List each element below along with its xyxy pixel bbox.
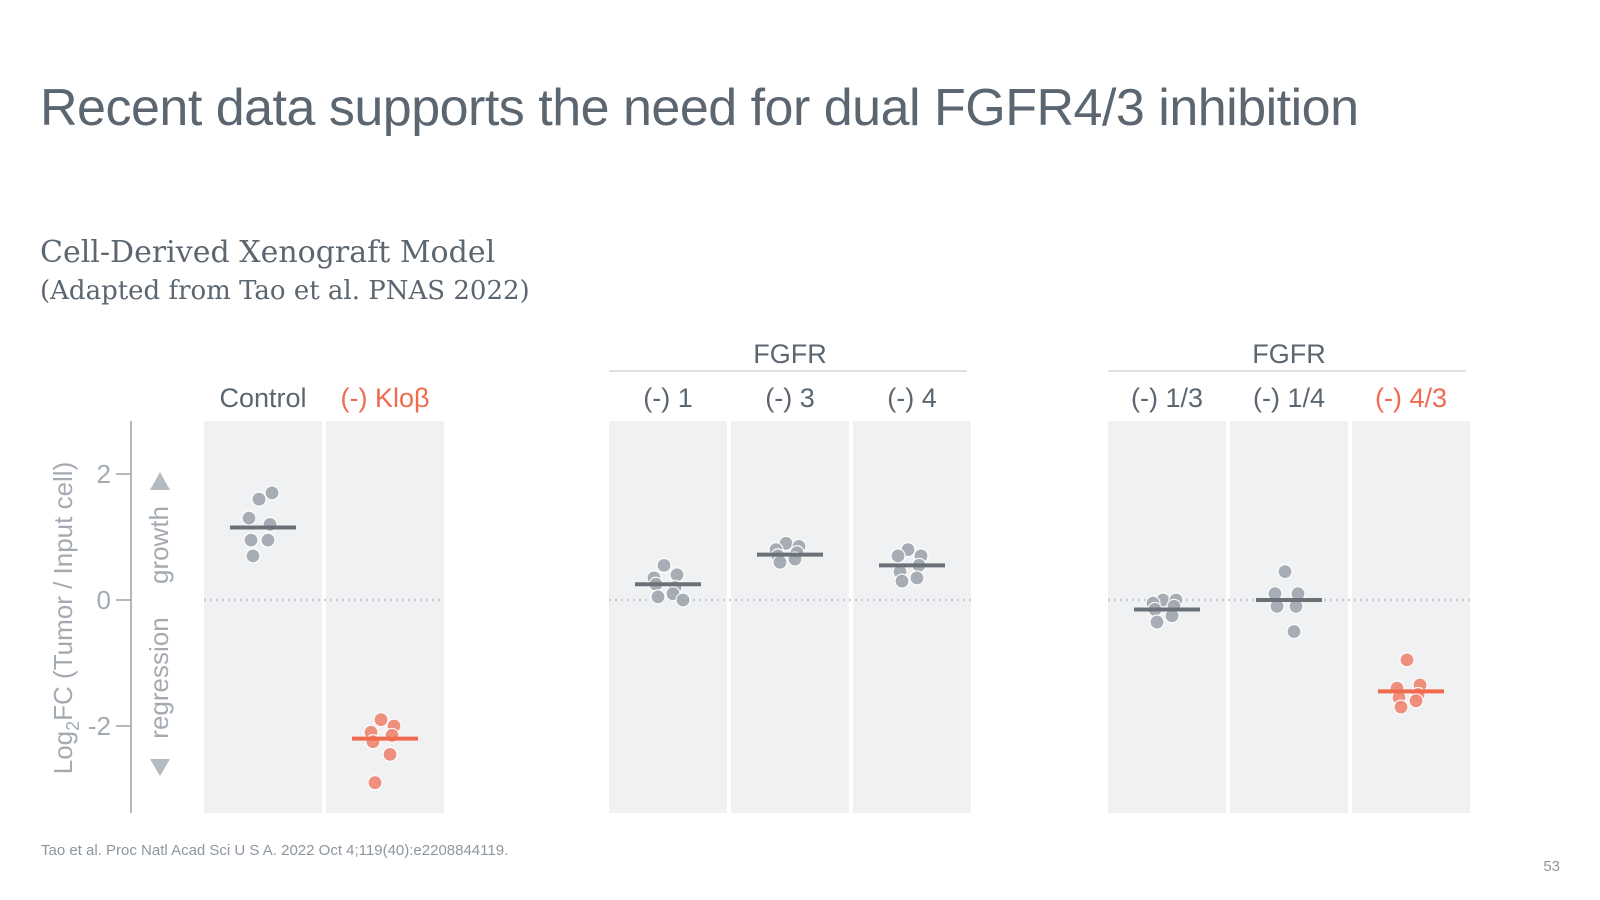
condition-panel (609, 421, 727, 813)
data-point (650, 589, 666, 605)
data-point (1149, 614, 1165, 630)
data-point (260, 532, 276, 548)
y-axis-title-part: FC (Tumor / Input cell) (48, 462, 78, 721)
y-axis-title-subscript: 2 (63, 721, 83, 731)
data-point (251, 491, 267, 507)
data-point (373, 712, 389, 728)
data-point (367, 775, 383, 791)
data-point (243, 532, 259, 548)
condition-label: (-) 1/3 (1131, 383, 1203, 413)
arrow-up-icon (150, 472, 170, 490)
page-number: 53 (1543, 858, 1560, 875)
data-point (890, 548, 906, 564)
y-tick-label: 2 (97, 459, 111, 489)
condition-label: (-) Kloβ (340, 383, 429, 413)
group-header-label: FGFR (753, 339, 827, 369)
arrow-down-icon (150, 759, 170, 776)
data-point (1399, 652, 1415, 668)
condition-panel (1352, 421, 1470, 813)
growth-label: growth (144, 506, 174, 584)
condition-panel (326, 421, 444, 813)
data-point (241, 510, 257, 526)
group-header-label: FGFR (1252, 339, 1326, 369)
condition-label: (-) 4/3 (1375, 383, 1447, 413)
data-point (1393, 699, 1409, 715)
data-point (245, 548, 261, 564)
data-point (669, 567, 685, 583)
citation-footnote: Tao et al. Proc Natl Acad Sci U S A. 202… (41, 842, 509, 859)
condition-label: (-) 1/4 (1253, 383, 1325, 413)
y-axis-title: Log2FC (Tumor / Input cell) (48, 462, 83, 775)
regression-label: regression (144, 617, 174, 738)
data-point (656, 557, 672, 573)
data-point (264, 485, 280, 501)
condition-label: Control (219, 383, 306, 413)
data-point (1277, 564, 1293, 580)
y-tick-label: -2 (88, 711, 111, 741)
data-point (382, 746, 398, 762)
data-point (1408, 693, 1424, 709)
data-point (894, 573, 910, 589)
data-point (772, 554, 788, 570)
condition-label: (-) 1 (643, 383, 693, 413)
y-axis-title-part: Log (48, 731, 78, 774)
chart-subtitle: Cell-Derived Xenograft Model (Adapted fr… (40, 234, 530, 310)
condition-label: (-) 3 (765, 383, 815, 413)
slide-title: Recent data supports the need for dual F… (40, 79, 1359, 137)
condition-label: (-) 4 (887, 383, 937, 413)
y-tick-label: 0 (97, 585, 111, 615)
subtitle-line-2: (Adapted from Tao et al. PNAS 2022) (40, 276, 530, 306)
subtitle-line-1: Cell-Derived Xenograft Model (40, 235, 496, 270)
condition-panel (204, 421, 322, 813)
condition-panel (853, 421, 971, 813)
condition-panel (1230, 421, 1348, 813)
data-point (1286, 623, 1302, 640)
data-point (909, 570, 925, 586)
condition-panel (731, 421, 849, 813)
data-point (675, 592, 691, 608)
